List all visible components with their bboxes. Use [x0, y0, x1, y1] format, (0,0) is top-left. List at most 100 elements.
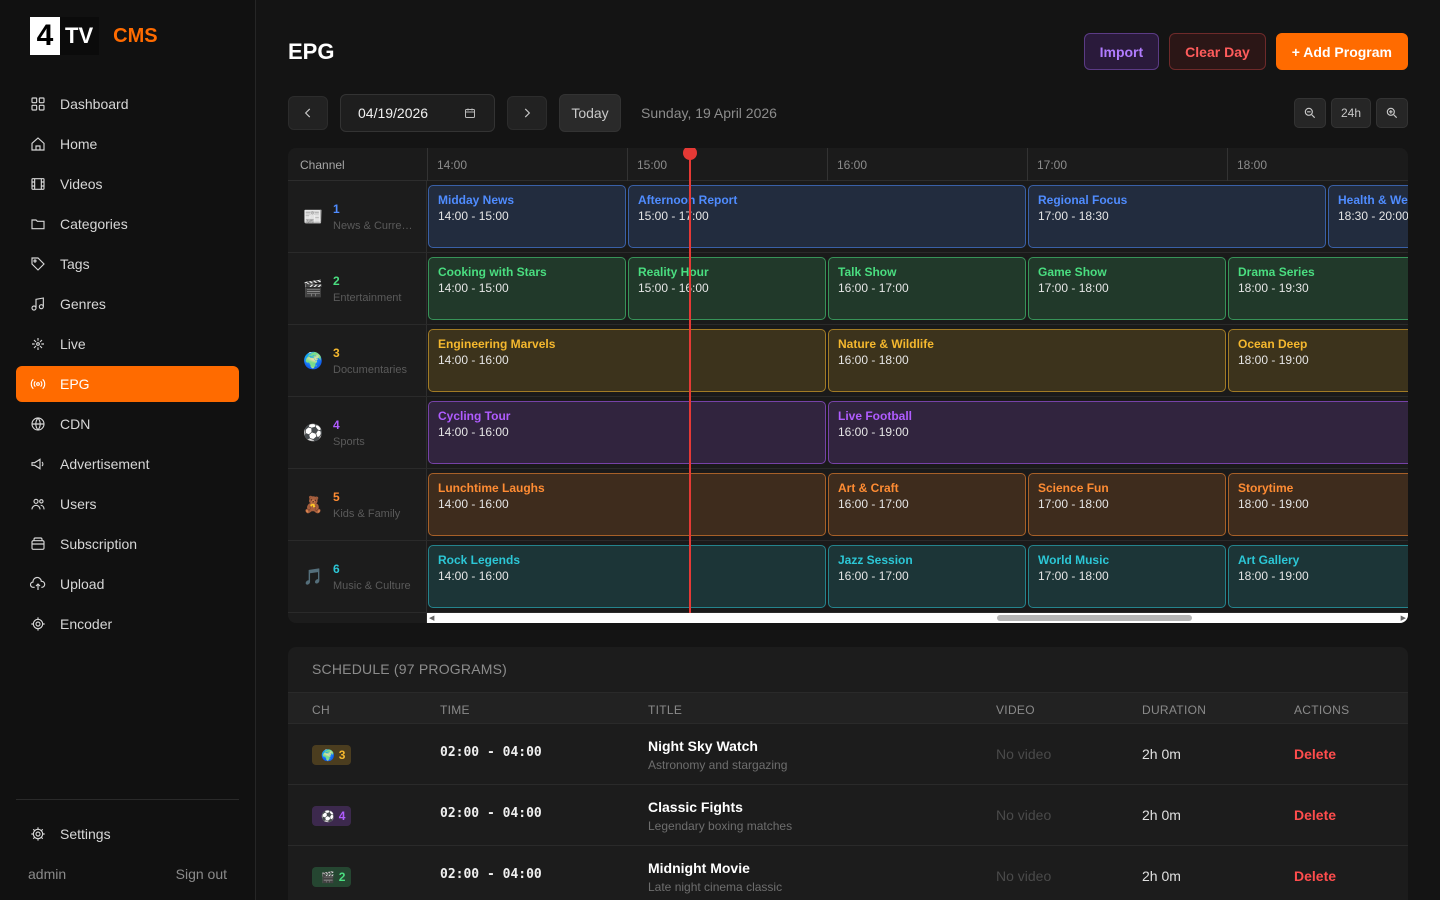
- column-header[interactable]: CH: [312, 703, 330, 717]
- program-block[interactable]: Lunchtime Laughs 14:00 - 16:00: [428, 473, 826, 536]
- program-time: 16:00 - 17:00: [838, 281, 909, 295]
- tag-icon: [30, 256, 46, 272]
- program-description: Legendary boxing matches: [648, 819, 793, 833]
- sidebar-item-advertisement[interactable]: Advertisement: [16, 446, 239, 482]
- program-time: 14:00 - 15:00: [438, 281, 509, 295]
- scrollbar-thumb[interactable]: [997, 615, 1192, 621]
- program-block[interactable]: Cycling Tour 14:00 - 16:00: [428, 401, 826, 464]
- program-title: Midnight Movie: [648, 860, 750, 876]
- program-block[interactable]: Engineering Marvels 14:00 - 16:00: [428, 329, 826, 392]
- program-block[interactable]: Art & Craft 16:00 - 17:00: [828, 473, 1026, 536]
- sidebar-item-users[interactable]: Users: [16, 486, 239, 522]
- program-description: Late night cinema classic: [648, 880, 783, 894]
- upload-icon: [30, 576, 46, 592]
- program-block[interactable]: Science Fun 17:00 - 18:00: [1028, 473, 1226, 536]
- sidebar-item-subscription[interactable]: Subscription: [16, 526, 239, 562]
- channel-name: Entertainment: [333, 291, 402, 304]
- scroll-right-icon[interactable]: ▶: [1400, 615, 1406, 622]
- program-block[interactable]: Talk Show 16:00 - 17:00: [828, 257, 1026, 320]
- program-block[interactable]: Jazz Session 16:00 - 17:00: [828, 545, 1026, 608]
- program-block[interactable]: Reality Hour 15:00 - 16:00: [628, 257, 826, 320]
- scroll-left-icon[interactable]: ◀: [429, 615, 435, 622]
- date-input[interactable]: 04/19/2026: [340, 94, 495, 132]
- live-icon: [30, 336, 46, 352]
- delete-button[interactable]: Delete: [1294, 746, 1337, 762]
- add-program-button[interactable]: + Add Program: [1275, 33, 1408, 70]
- program-block[interactable]: Health & Wellness 18:30 - 20:00: [1328, 185, 1408, 248]
- program-block[interactable]: Live Football 16:00 - 19:00: [828, 401, 1408, 464]
- main-content: EPG Import Clear Day + Add Program 04/19…: [256, 0, 1440, 900]
- column-header[interactable]: TITLE: [648, 703, 683, 717]
- program-block[interactable]: Game Show 17:00 - 18:00: [1028, 257, 1226, 320]
- sidebar-item-live[interactable]: Live: [16, 326, 239, 362]
- now-indicator-dot[interactable]: [683, 148, 697, 160]
- channel-timeline-row: Lunchtime Laughs 14:00 - 16:00 Art & Craft…: [427, 469, 1408, 541]
- program-block[interactable]: World Music 17:00 - 18:00: [1028, 545, 1226, 608]
- program-title: Ocean Deep: [1238, 337, 1308, 351]
- program-block[interactable]: Drama Series 18:00 - 19:30: [1228, 257, 1408, 320]
- today-button[interactable]: Today: [559, 94, 621, 132]
- program-duration: 2h 0m: [1142, 868, 1181, 884]
- program-block[interactable]: Art Gallery 18:00 - 19:00: [1228, 545, 1408, 608]
- channel-row-header[interactable]: 📰 1 News & Current Affairs: [288, 181, 427, 253]
- program-block[interactable]: Rock Legends 14:00 - 16:00: [428, 545, 826, 608]
- sidebar-item-cdn[interactable]: CDN: [16, 406, 239, 442]
- zoom-level-button[interactable]: 24h: [1331, 98, 1371, 128]
- sidebar-item-categories[interactable]: Categories: [16, 206, 239, 242]
- channel-icon: ⚽: [303, 424, 323, 442]
- delete-button[interactable]: Delete: [1294, 868, 1337, 884]
- channel-number: 2: [338, 870, 346, 884]
- sidebar-item-upload[interactable]: Upload: [16, 566, 239, 602]
- channel-timeline-row: Rock Legends 14:00 - 16:00 Jazz Session 16:…: [427, 541, 1408, 613]
- table-row[interactable]: 🎬 2 02:00 - 04:00 Midnight Movie Late night …: [288, 846, 1408, 900]
- program-block[interactable]: Nature & Wildlife 16:00 - 18:00: [828, 329, 1226, 392]
- calendar-icon[interactable]: [464, 107, 476, 119]
- horizontal-scrollbar[interactable]: ◀ ▶: [427, 613, 1408, 623]
- sidebar-item-tags[interactable]: Tags: [16, 246, 239, 282]
- next-day-button[interactable]: [507, 96, 547, 130]
- program-block[interactable]: Regional Focus 17:00 - 18:30: [1028, 185, 1326, 248]
- zoom-in-icon: [1385, 106, 1399, 120]
- program-block[interactable]: Midday News 14:00 - 15:00: [428, 185, 626, 248]
- program-block[interactable]: Cooking with Stars 14:00 - 15:00: [428, 257, 626, 320]
- zoom-in-button[interactable]: [1376, 98, 1408, 128]
- video-status: No video: [996, 746, 1052, 762]
- sidebar-item-genres[interactable]: Genres: [16, 286, 239, 322]
- sidebar-item-encoder[interactable]: Encoder: [16, 606, 239, 642]
- channel-name: Music & Culture: [333, 579, 411, 592]
- zoom-out-button[interactable]: [1294, 98, 1326, 128]
- time-tick: 16:00: [827, 148, 1027, 181]
- import-button[interactable]: Import: [1083, 33, 1160, 70]
- channel-row-header[interactable]: 🧸 5 Kids & Family: [288, 469, 427, 541]
- table-row[interactable]: 🌍 3 02:00 - 04:00 Night Sky Watch Astronomy …: [288, 724, 1408, 785]
- now-indicator-line: [689, 148, 691, 613]
- sidebar-item-label: Categories: [60, 216, 128, 232]
- column-header[interactable]: DURATION: [1142, 703, 1207, 717]
- logo-cms: CMS: [113, 24, 158, 47]
- sidebar-item-dashboard[interactable]: Dashboard: [16, 86, 239, 122]
- channel-row-header[interactable]: 🌍 3 Documentaries: [288, 325, 427, 397]
- channel-row-header[interactable]: 🎬 2 Entertainment: [288, 253, 427, 325]
- sidebar-item-home[interactable]: Home: [16, 126, 239, 162]
- channel-row-header[interactable]: 🎵 6 Music & Culture: [288, 541, 427, 613]
- sidebar-item-settings[interactable]: Settings: [16, 816, 239, 852]
- sidebar-item-videos[interactable]: Videos: [16, 166, 239, 202]
- channel-row-header[interactable]: ⚽ 4 Sports: [288, 397, 427, 469]
- column-header[interactable]: TIME: [440, 703, 470, 717]
- column-header[interactable]: ACTIONS: [1294, 703, 1350, 717]
- broadcast-icon: [30, 376, 46, 392]
- sidebar-item-label: Advertisement: [60, 456, 150, 472]
- logo[interactable]: 4 TV CMS: [30, 17, 158, 55]
- clear-day-button[interactable]: Clear Day: [1169, 33, 1266, 70]
- signout-link[interactable]: Sign out: [175, 866, 227, 882]
- program-block[interactable]: Ocean Deep 18:00 - 19:00: [1228, 329, 1408, 392]
- prev-day-button[interactable]: [288, 96, 328, 130]
- channel-column: 📰 1 News & Current Affairs 🎬 2 Entertainment 🌍…: [288, 181, 427, 623]
- delete-button[interactable]: Delete: [1294, 807, 1337, 823]
- column-header[interactable]: VIDEO: [996, 703, 1035, 717]
- table-row[interactable]: ⚽ 4 02:00 - 04:00 Classic Fights Legendary b…: [288, 785, 1408, 846]
- sidebar: 4 TV CMS Dashboard Home Videos Categories Ta…: [0, 0, 256, 900]
- program-block[interactable]: Storytime 18:00 - 19:00: [1228, 473, 1408, 536]
- program-block[interactable]: Afternoon Report 15:00 - 17:00: [628, 185, 1026, 248]
- sidebar-item-epg[interactable]: EPG: [16, 366, 239, 402]
